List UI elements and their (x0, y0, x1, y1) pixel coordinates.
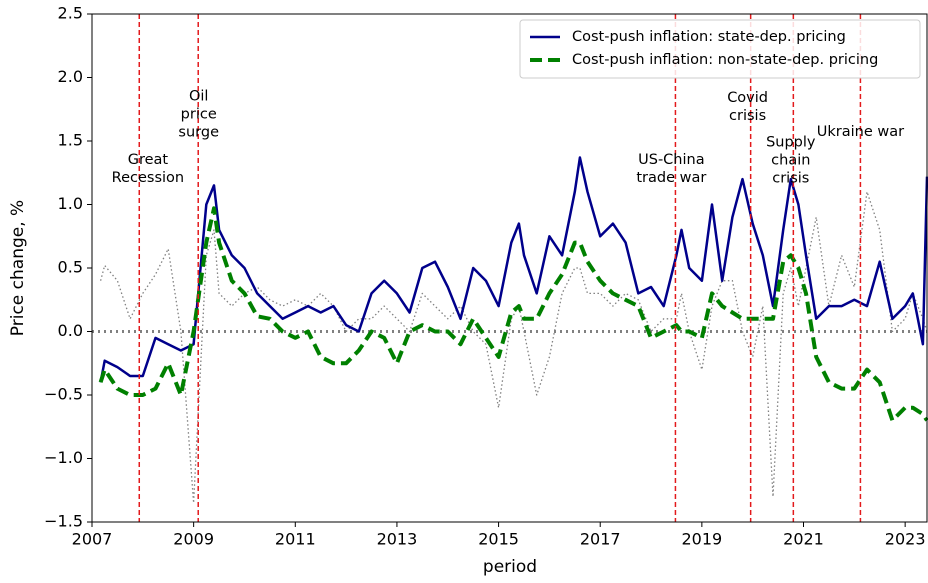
y-tick-label: −1.5 (44, 512, 83, 531)
annotation-line: US-China (638, 152, 704, 168)
y-tick-label: −0.5 (44, 385, 83, 404)
x-tick-label: 2011 (275, 530, 316, 549)
x-tick-label: 2009 (173, 530, 214, 549)
y-tick-label: −1.0 (44, 448, 83, 467)
legend-label: Cost-push inflation: non-state-dep. pric… (572, 52, 878, 68)
y-tick-label: 0.0 (58, 321, 83, 340)
y-tick-label: 2.0 (58, 67, 83, 86)
annotation: Ukraine war (817, 124, 904, 140)
annotation-line: surge (178, 125, 219, 141)
x-tick-label: 2007 (72, 530, 113, 549)
x-tick-label: 2015 (478, 530, 519, 549)
x-tick-label: 2017 (580, 530, 621, 549)
y-tick-label: 1.0 (58, 194, 83, 213)
x-tick-label: 2013 (377, 530, 418, 549)
annotation-line: Recession (112, 170, 184, 186)
annotation-line: Oil (189, 89, 208, 105)
annotation-line: chain (771, 152, 810, 168)
annotation: Oil price surge (178, 89, 219, 141)
y-tick-label: 2.5 (58, 4, 83, 23)
y-tick-label: 0.5 (58, 258, 83, 277)
legend-box (519, 19, 921, 79)
annotation-line: crisis (729, 108, 766, 124)
x-axis-label: period (483, 557, 537, 577)
series-line (99, 156, 928, 383)
x-tick-label: 2021 (783, 530, 824, 549)
annotation-line: trade war (636, 170, 706, 186)
annotation: Supply chain crisis (766, 134, 816, 186)
x-tick-label: 2023 (885, 530, 926, 549)
annotation-line: Covid (727, 90, 768, 106)
annotation-line: Supply (766, 134, 816, 150)
annotation-line: Great (128, 152, 169, 168)
annotation-line: crisis (772, 170, 809, 186)
plot-frame (91, 13, 928, 523)
y-axis-label: Price change, % (8, 200, 28, 336)
annotation: Covid crisis (727, 90, 768, 124)
x-tick-label: 2019 (682, 530, 723, 549)
series-line (99, 191, 928, 504)
annotation-line: Ukraine war (817, 124, 904, 140)
annotation: US-China trade war (636, 152, 706, 186)
annotation: Great Recession (112, 152, 184, 186)
y-tick-label: 1.5 (58, 131, 83, 150)
legend-label: Cost-push inflation: state-dep. pricing (572, 29, 846, 45)
annotation-line: price (181, 107, 217, 123)
